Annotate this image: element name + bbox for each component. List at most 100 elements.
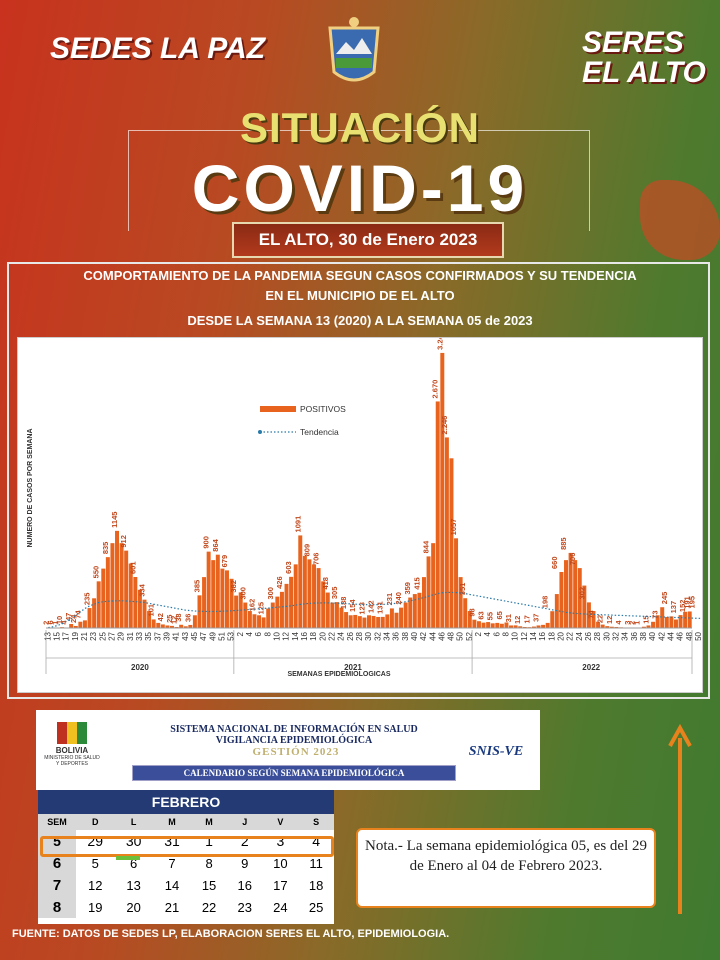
bar xyxy=(403,602,408,628)
x-tick-label: 53 xyxy=(227,631,236,640)
year-label: 2020 xyxy=(131,663,149,672)
bar xyxy=(440,352,445,628)
bar xyxy=(467,611,472,628)
data-label: 2 xyxy=(628,621,637,625)
bar xyxy=(417,592,422,628)
data-label: 601 xyxy=(128,561,137,574)
data-label: 137 xyxy=(669,601,678,614)
bar xyxy=(509,625,514,628)
data-label: 415 xyxy=(412,577,421,590)
bar xyxy=(224,570,229,628)
bar xyxy=(202,577,207,628)
bar xyxy=(353,614,358,628)
bar xyxy=(481,622,486,628)
bar xyxy=(206,551,211,628)
bar xyxy=(160,624,165,628)
x-tick-label: 46 xyxy=(437,631,446,640)
data-label: 835 xyxy=(101,542,110,555)
bar xyxy=(215,554,220,628)
data-label: 4 xyxy=(614,620,623,625)
x-tick-label: 10 xyxy=(272,631,281,640)
calendar-day: 22 xyxy=(201,899,217,915)
data-label: 24 xyxy=(69,614,78,623)
x-tick-label: 2 xyxy=(236,631,245,636)
calendar-month: FEBRERO xyxy=(38,790,334,814)
data-label: 42 xyxy=(156,613,165,621)
bar xyxy=(252,614,257,628)
x-tick-label: 43 xyxy=(181,631,190,640)
data-label: 1 xyxy=(632,621,641,625)
week-number: 7 xyxy=(38,874,76,896)
snis-logo: SNIS-VE xyxy=(468,744,524,759)
data-label: 235 xyxy=(83,593,92,606)
bar xyxy=(105,557,110,628)
bar xyxy=(651,621,656,628)
bar xyxy=(683,611,688,628)
data-label: 351 xyxy=(458,583,467,596)
x-tick-label: 37 xyxy=(153,631,162,640)
bar xyxy=(270,602,275,628)
x-tick-label: 41 xyxy=(172,631,181,640)
x-tick-label: 48 xyxy=(447,631,456,640)
cases-chart: NUMERO DE CASOS POR SEMANA26110447247423… xyxy=(27,331,720,678)
x-tick-label: 20 xyxy=(318,631,327,640)
bar xyxy=(179,624,184,628)
bar xyxy=(490,623,495,628)
x-tick-label: 39 xyxy=(163,631,172,640)
bar xyxy=(678,615,683,628)
data-label: 31 xyxy=(504,614,513,622)
calendar-day: 16 xyxy=(237,877,252,893)
bolivia-logo: BOLIVIA MINISTERIO DE SALUD Y DEPORTES xyxy=(42,722,102,767)
x-tick-label: 26 xyxy=(346,631,355,640)
x-tick-label: 46 xyxy=(676,631,685,640)
data-label: 426 xyxy=(275,576,284,589)
bar xyxy=(458,577,463,628)
bar xyxy=(156,622,161,628)
chart-panel xyxy=(7,262,710,699)
calendar-day: 11 xyxy=(309,855,323,871)
source-note: FUENTE: DATOS DE SEDES LP, ELABORACION S… xyxy=(12,928,450,940)
bar xyxy=(435,401,440,628)
x-tick-label: 34 xyxy=(382,631,391,640)
calendar-day: 3 xyxy=(276,833,285,849)
x-tick-label: 10 xyxy=(511,631,520,640)
bar xyxy=(192,615,197,628)
bar xyxy=(380,616,385,628)
bar xyxy=(367,615,371,628)
bar xyxy=(119,543,124,628)
x-tick-label: 50 xyxy=(456,631,465,640)
bar xyxy=(449,458,454,628)
data-label: 334 xyxy=(138,583,147,596)
data-label: 359 xyxy=(403,582,412,595)
calendar-day: 8 xyxy=(205,855,213,871)
x-tick-label: 18 xyxy=(309,631,318,640)
x-tick-label: 27 xyxy=(108,631,117,640)
data-label: 300 xyxy=(266,587,275,600)
chart-title-line3: DESDE LA SEMANA 13 (2020) A LA SEMANA 05… xyxy=(187,313,533,328)
bar xyxy=(316,568,321,628)
week-number: 5 xyxy=(38,830,76,852)
gestion-label: GESTIÓN 2023 xyxy=(252,746,340,758)
x-tick-label: 4 xyxy=(245,631,254,636)
bar xyxy=(73,625,78,628)
data-label: 679 xyxy=(220,555,229,568)
bar xyxy=(170,625,174,628)
calendar-day: 14 xyxy=(164,877,180,893)
x-tick-label: 32 xyxy=(612,631,621,640)
bar xyxy=(605,626,610,628)
data-label: 1 xyxy=(50,621,59,625)
y-axis-label: NUMERO DE CASOS POR SEMANA xyxy=(27,428,34,547)
data-label: 660 xyxy=(550,556,559,569)
bar xyxy=(87,608,92,628)
calendar-day: 25 xyxy=(308,899,324,915)
bar xyxy=(339,607,344,628)
calendario-label: CALENDARIO SEGÚN SEMANA EPIDEMIOLÓGICA xyxy=(132,765,456,781)
bar xyxy=(518,626,523,628)
bar xyxy=(550,611,555,628)
bar xyxy=(165,625,170,628)
bar xyxy=(476,621,481,628)
x-tick-label: 12 xyxy=(520,631,529,640)
x-tick-label: 6 xyxy=(254,631,263,636)
data-label: 22 xyxy=(596,615,605,623)
x-tick-label: 30 xyxy=(364,631,373,640)
